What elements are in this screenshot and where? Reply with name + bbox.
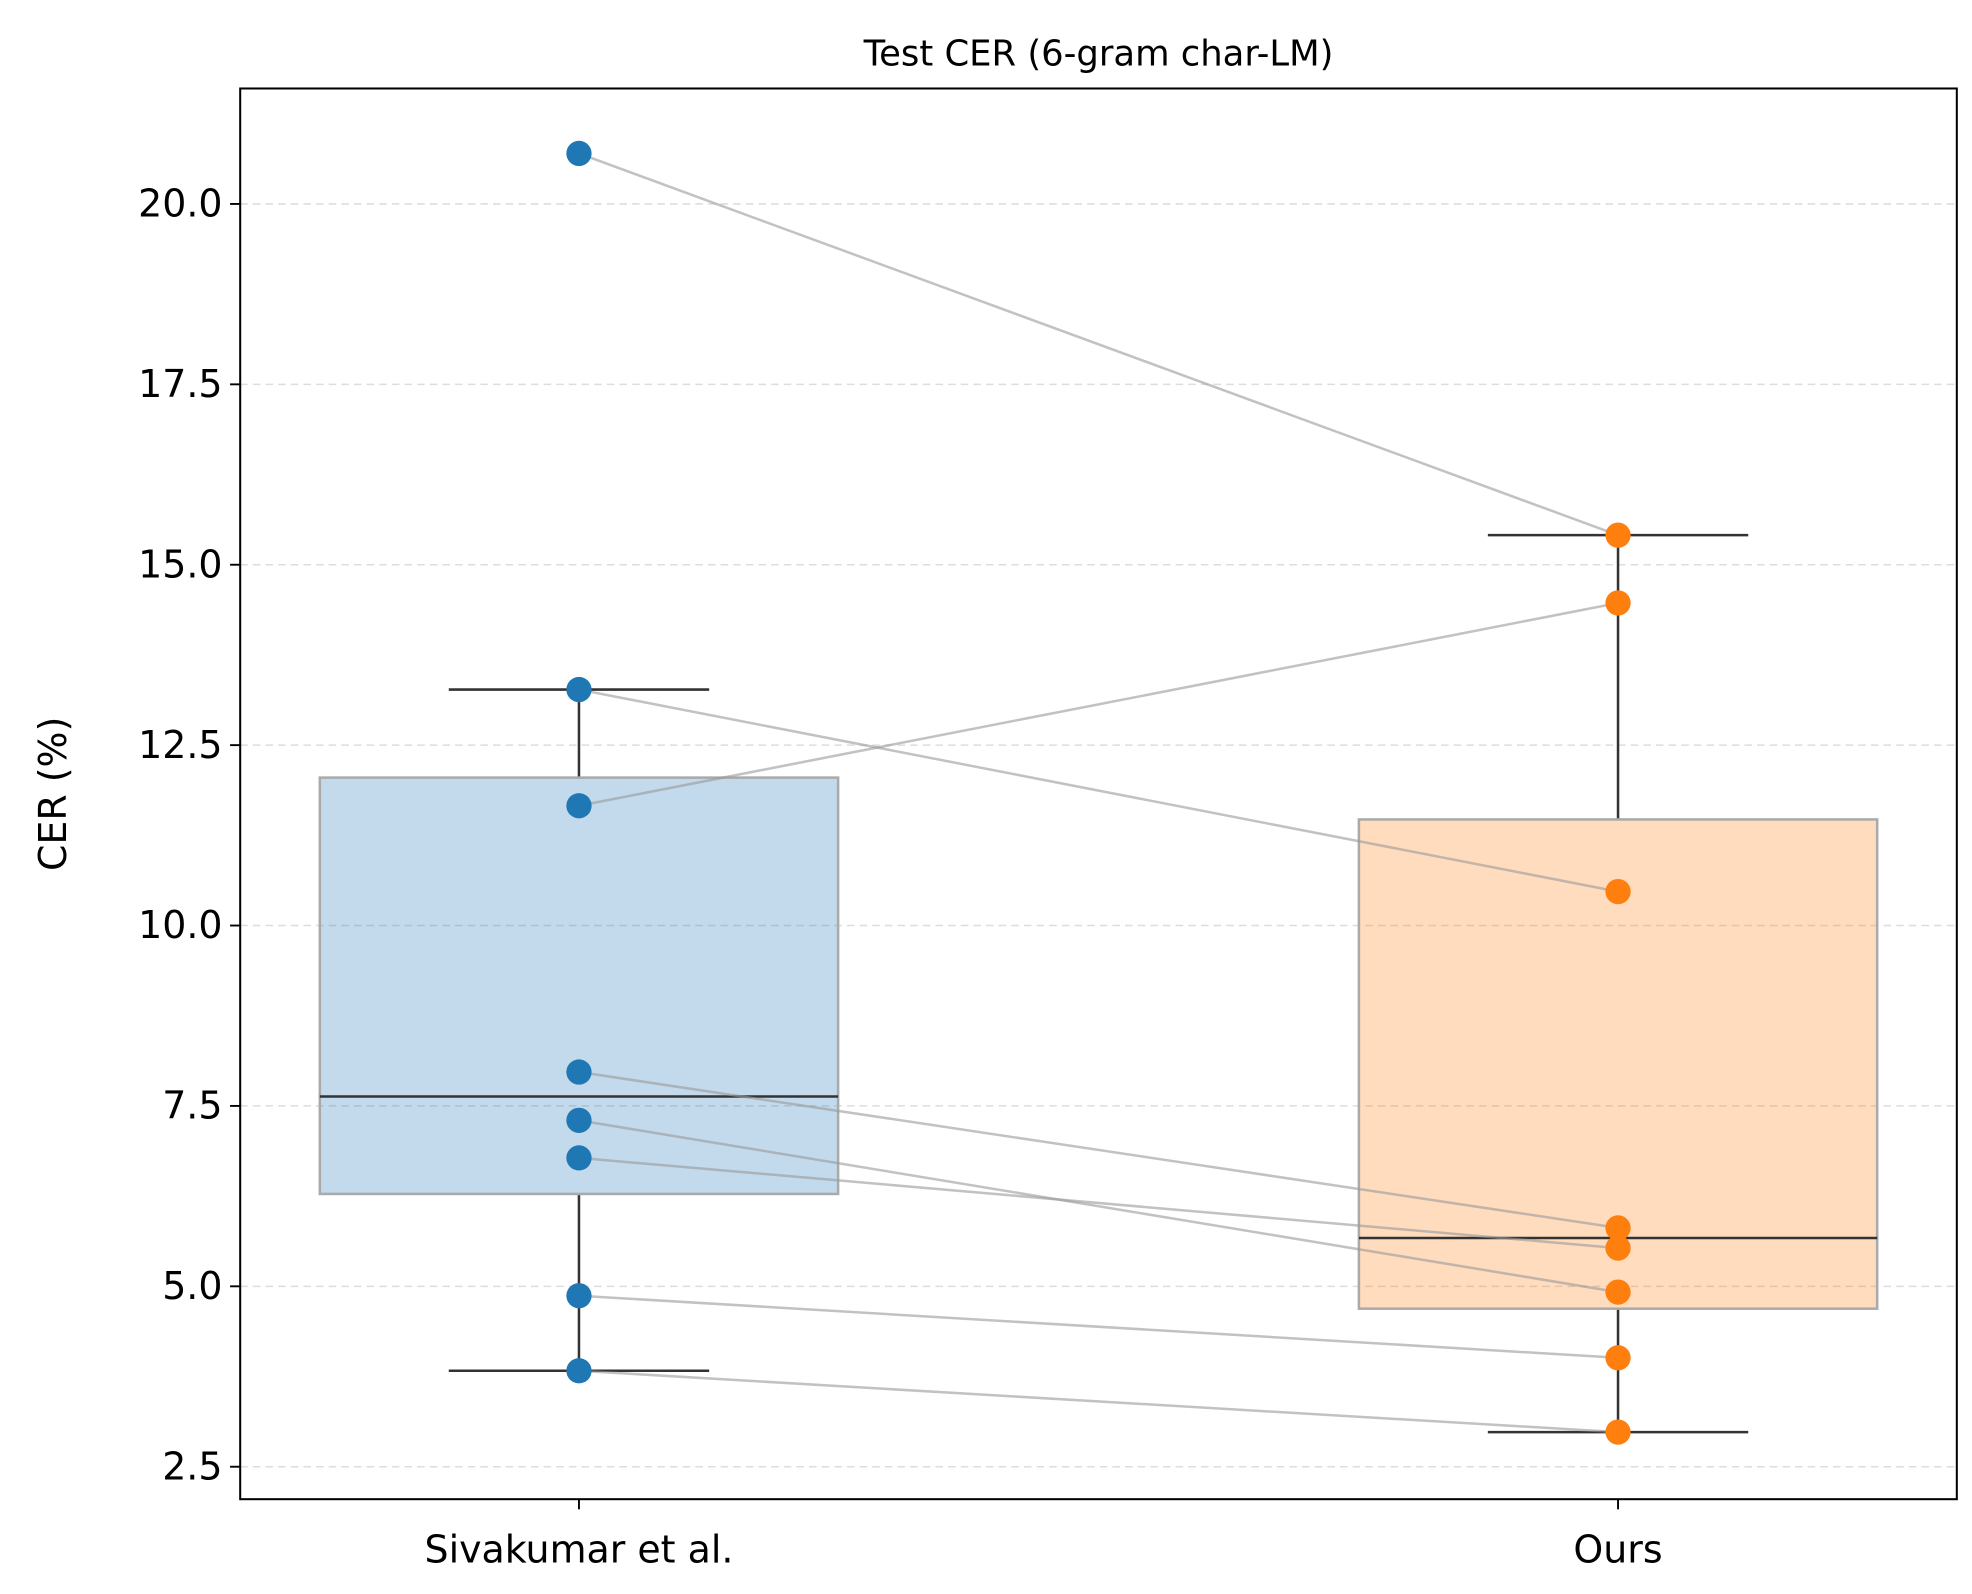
y-tick-label: 5.0 — [162, 1264, 222, 1308]
data-point-sivakumar — [566, 1283, 592, 1309]
pair-line — [578, 688, 1619, 893]
data-point-sivakumar — [566, 1107, 592, 1134]
y-tick-label: 20.0 — [138, 182, 222, 226]
y-tick-label: 12.5 — [138, 723, 222, 767]
data-point-sivakumar — [566, 793, 592, 819]
x-tick-label: Ours — [1573, 1527, 1662, 1571]
data-point-sivakumar — [566, 140, 592, 167]
y-tick-label: 7.5 — [162, 1084, 222, 1128]
pair-line — [578, 1369, 1619, 1434]
data-point-ours — [1605, 1235, 1631, 1261]
y-tick-label: 17.5 — [138, 362, 222, 406]
y-axis-label: CER (%) — [31, 717, 75, 871]
data-point-ours — [1605, 590, 1631, 616]
x-tick-label: Sivakumar et al. — [425, 1527, 734, 1571]
pair-line — [578, 601, 1619, 807]
data-point-sivakumar — [566, 676, 592, 703]
pair-line — [578, 1119, 1619, 1294]
y-tick-label: 10.0 — [138, 903, 222, 947]
data-point-ours — [1605, 522, 1631, 548]
pair-line — [578, 1294, 1619, 1360]
data-point-sivakumar — [566, 1059, 592, 1085]
data-point-ours — [1605, 1345, 1631, 1371]
data-point-sivakumar — [566, 1145, 592, 1171]
data-point-ours — [1605, 878, 1631, 905]
plot-frame — [239, 87, 1958, 1501]
pair-line — [578, 152, 1619, 537]
pair-line — [578, 1070, 1619, 1230]
data-point-ours — [1605, 1279, 1631, 1305]
data-point-ours — [1605, 1215, 1631, 1241]
y-tick-label: 15.0 — [138, 542, 222, 586]
data-point-ours — [1605, 1419, 1631, 1445]
chart-title: Test CER (6-gram char-LM) — [863, 34, 1334, 75]
y-tick-label: 2.5 — [162, 1444, 222, 1488]
data-point-sivakumar — [566, 1358, 592, 1384]
pair-line — [578, 1156, 1619, 1250]
